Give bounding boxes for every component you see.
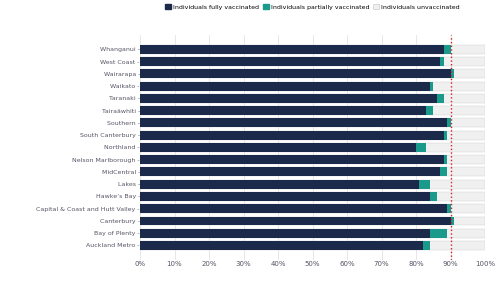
Bar [416,143,426,152]
Bar [140,45,485,54]
Bar [430,192,436,201]
Bar [140,69,450,78]
Bar [140,241,485,250]
Legend: Individuals fully vaccinated, Individuals partially vaccinated, Individuals unva: Individuals fully vaccinated, Individual… [162,2,463,12]
Bar [436,94,444,103]
Bar [430,229,447,238]
Bar [140,216,485,225]
Bar [140,82,485,90]
Bar [140,241,423,250]
Bar [140,131,444,140]
Bar [140,229,430,238]
Bar [140,204,485,213]
Bar [140,57,440,66]
Bar [140,155,485,164]
Bar [140,57,485,66]
Bar [140,143,485,152]
Bar [140,229,485,238]
Bar [140,106,426,115]
Bar [444,45,450,54]
Bar [450,216,454,225]
Bar [140,180,419,188]
Bar [140,143,416,152]
Bar [140,192,430,201]
Bar [140,69,485,78]
Bar [430,82,433,90]
Bar [444,155,447,164]
Bar [440,168,447,176]
Bar [140,118,485,127]
Bar [140,106,485,115]
Bar [444,131,447,140]
Bar [140,131,485,140]
Bar [140,168,440,176]
Bar [440,57,444,66]
Bar [140,94,485,103]
Bar [447,204,450,213]
Bar [447,118,450,127]
Bar [140,82,430,90]
Bar [450,69,454,78]
Bar [140,45,444,54]
Bar [426,106,433,115]
Bar [140,94,436,103]
Bar [140,192,485,201]
Bar [140,118,447,127]
Bar [140,168,485,176]
Bar [140,204,447,213]
Bar [423,241,430,250]
Bar [420,180,430,188]
Bar [140,180,485,188]
Bar [140,155,444,164]
Bar [140,216,450,225]
